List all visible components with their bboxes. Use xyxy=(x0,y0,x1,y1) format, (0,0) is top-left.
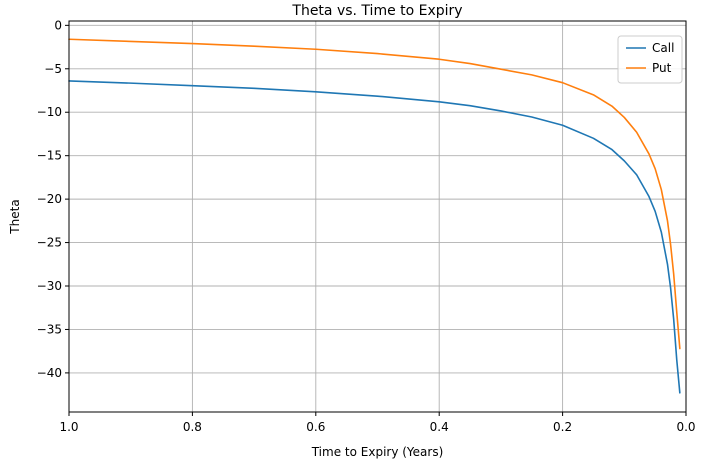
y-axis-label: Theta xyxy=(8,199,22,234)
series-layer xyxy=(68,38,681,394)
x-tick-label: 0.6 xyxy=(306,420,325,434)
legend-label-put: Put xyxy=(652,61,672,75)
chart-title: Theta vs. Time to Expiry xyxy=(291,3,462,19)
y-tick-label: −10 xyxy=(37,105,62,119)
call-series-line xyxy=(68,80,681,394)
y-tick-label: −35 xyxy=(37,322,62,336)
x-tick-label: 1.0 xyxy=(59,420,78,434)
y-tick-label: −25 xyxy=(37,236,62,250)
y-tick-label: −5 xyxy=(44,62,62,76)
x-tick-label: 0.8 xyxy=(183,420,202,434)
y-tick-label: −40 xyxy=(37,366,62,380)
grid xyxy=(68,21,687,412)
x-axis-label: Time to Expiry (Years) xyxy=(311,445,444,459)
y-tick-label: −30 xyxy=(37,279,62,293)
plot-frame xyxy=(68,20,687,413)
y-tick-label: −15 xyxy=(37,149,62,163)
legend: Call Put xyxy=(617,35,683,84)
put-series-line xyxy=(68,38,681,350)
y-axis-ticks: 0 −5 −10 −15 −20 −25 −30 −35 −40 xyxy=(37,18,69,380)
x-tick-label: 0.2 xyxy=(553,420,572,434)
y-tick-label: −20 xyxy=(37,192,62,206)
legend-label-call: Call xyxy=(652,41,674,55)
x-axis-ticks: 1.0 0.8 0.6 0.4 0.2 0.0 xyxy=(59,412,696,434)
x-tick-label: 0.4 xyxy=(430,420,449,434)
x-tick-label: 0.0 xyxy=(676,420,695,434)
y-tick-label: 0 xyxy=(54,18,62,32)
